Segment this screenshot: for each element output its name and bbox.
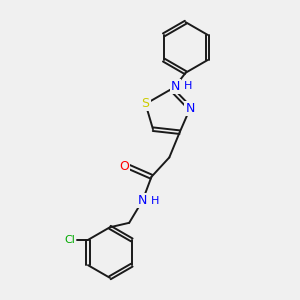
Text: Cl: Cl — [65, 235, 76, 245]
Text: S: S — [142, 98, 149, 110]
Text: N: N — [185, 102, 195, 115]
Text: N: N — [138, 194, 147, 207]
Text: O: O — [119, 160, 129, 173]
Text: N: N — [171, 80, 180, 93]
Text: H: H — [184, 81, 192, 91]
Text: H: H — [151, 196, 159, 206]
